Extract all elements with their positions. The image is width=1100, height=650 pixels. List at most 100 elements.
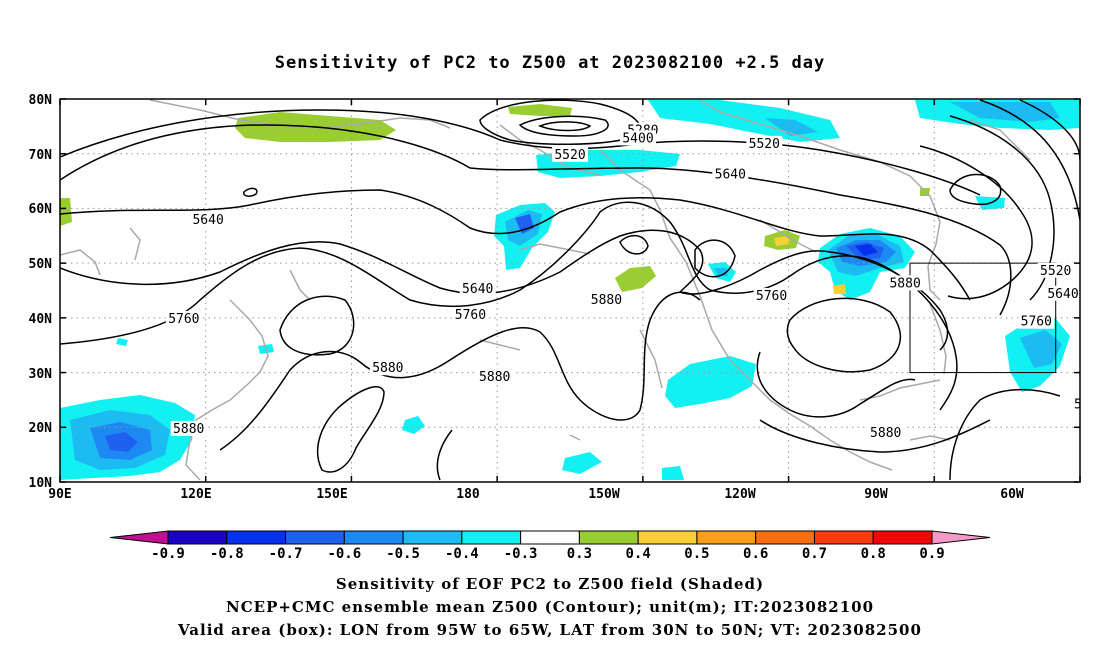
- colorbar-label: 0.8: [861, 546, 886, 562]
- latitude-axis: 80N 70N 60N 50N 40N 30N 20N 10N: [29, 93, 53, 491]
- colorbar-bin: [285, 530, 345, 545]
- contour-label-backdrop: [476, 368, 513, 384]
- colorbar-bin: [872, 530, 933, 545]
- colorbar-bin: [637, 530, 698, 545]
- contour-label-text: 5520: [554, 148, 585, 163]
- contour-label: 5640: [190, 211, 227, 228]
- shade-positive-region: [508, 104, 572, 116]
- colorbar-label: -0.6: [327, 546, 361, 562]
- contour-label-text: 5880: [479, 370, 510, 385]
- figure-caption: Sensitivity of EOF PC2 to Z500 field (Sh…: [177, 575, 922, 639]
- contour-label-backdrop: [1045, 285, 1080, 301]
- caption-line-3: Valid area (box): LON from 95W to 65W, L…: [177, 621, 922, 639]
- contour-label-text: 5880: [372, 361, 403, 376]
- shade-negative-region: [402, 416, 425, 434]
- contour-label-backdrop: [588, 291, 625, 307]
- lon-label-150w: 150W: [588, 487, 619, 502]
- shade-negative-region: [60, 198, 72, 226]
- contour-label: 5520: [552, 146, 588, 163]
- shade-negative-region: [765, 118, 818, 136]
- shade-positive-region: [615, 266, 656, 292]
- contour-label-backdrop: [1037, 262, 1074, 278]
- caption-line-2: NCEP+CMC ensemble mean Z500 (Contour); u…: [226, 598, 874, 616]
- shade-negative-region: [105, 432, 138, 452]
- contour-label: 5760: [1018, 313, 1055, 330]
- colorbar-bin: [696, 530, 757, 545]
- contour-label: 5880: [476, 368, 513, 385]
- colorbar-label: -0.3: [504, 546, 538, 562]
- colorbar-bin: [461, 530, 522, 545]
- lat-label-40n: 40N: [29, 312, 53, 327]
- colorbar-under-triangle: [109, 530, 169, 545]
- colorbar-bin: [402, 530, 463, 545]
- contour-label-text: 5520: [1040, 264, 1071, 279]
- contour-label-backdrop: [190, 211, 227, 227]
- contour-label: 5520: [1037, 262, 1074, 279]
- shade-negative-region: [950, 102, 1060, 122]
- shade-negative-region: [1020, 330, 1062, 368]
- shade-negative-region: [665, 356, 756, 408]
- colorbar-label: 0.4: [626, 546, 651, 562]
- caption-line-1: Sensitivity of EOF PC2 to Z500 field (Sh…: [336, 575, 764, 593]
- contour-label: 5880: [887, 275, 924, 291]
- lat-label-80n: 80N: [29, 93, 53, 108]
- colorbar-bin: [167, 530, 228, 545]
- contour-label-text: 5520: [749, 137, 780, 152]
- contour-label-backdrop: [165, 310, 202, 326]
- contour-label-backdrop: [746, 135, 783, 151]
- contour-label-backdrop: [552, 146, 588, 162]
- colorbar: -0.9 -0.8 -0.7 -0.6 -0.5 -0.4 -0.3 0.3 0.4 0.5 0.6…: [109, 530, 991, 562]
- contour-label-text: 5760: [1021, 315, 1052, 330]
- contour-label: 5400: [620, 130, 656, 146]
- colorbar-label: 0.7: [802, 546, 827, 562]
- contour-label-text: 5760: [756, 289, 787, 304]
- z500-contours: [60, 99, 1080, 481]
- contour-label: 5640: [712, 166, 749, 183]
- contour-label-backdrop: [170, 420, 207, 436]
- contour-label-backdrop: [887, 275, 924, 291]
- contour-label: 5640: [1045, 285, 1080, 302]
- contour-label-layer: 5280540055205520564056405640576057605760…: [165, 122, 1080, 441]
- contour-label-backdrop: [1071, 396, 1080, 412]
- shade-negative-region: [662, 466, 684, 480]
- lon-label-60w: 60W: [1000, 487, 1024, 502]
- lon-label-150e: 150E: [316, 487, 347, 502]
- contour-label-text: 5640: [462, 282, 493, 297]
- contour-label-backdrop: [1018, 313, 1055, 329]
- contour-label-text: 5640: [1047, 287, 1078, 302]
- longitude-axis: 90E 120E 150E 180 150W 120W 90W 60W: [48, 487, 1024, 502]
- colorbar-bin: [578, 530, 639, 545]
- colorbar-bin: [343, 530, 404, 545]
- contour-label: 5880: [1071, 396, 1080, 412]
- contour-label-text: 5880: [870, 426, 901, 441]
- lat-label-10n: 10N: [29, 476, 53, 491]
- contour-label: 5880: [369, 360, 406, 376]
- colorbar-label: 0.9: [919, 546, 944, 562]
- contour-label: 5760: [753, 287, 790, 304]
- contour-label: 5760: [165, 310, 202, 327]
- lon-label-90e: 90E: [48, 487, 71, 502]
- contour-label: 5880: [867, 424, 904, 441]
- tick-marks: [59, 98, 1081, 483]
- contour-label-backdrop: [369, 360, 406, 376]
- map-panel: 5280540055205520564056405640576057605760…: [29, 93, 1081, 502]
- contour-label: 5880: [170, 420, 207, 437]
- shade-negative-region: [116, 338, 128, 346]
- shade-positive-region: [833, 284, 846, 294]
- lon-label-120w: 120W: [724, 487, 755, 502]
- colorbar-label: -0.9: [151, 546, 185, 562]
- lon-label-180: 180: [456, 487, 480, 502]
- colorbar-label: 0.6: [743, 546, 768, 562]
- lat-label-50n: 50N: [29, 257, 53, 272]
- figure-title: Sensitivity of PC2 to Z500 at 2023082100…: [275, 53, 826, 73]
- contour-label-text: 5640: [192, 213, 223, 228]
- contour-label-text: 5880: [173, 422, 204, 437]
- contour-label-text: 5760: [168, 312, 199, 327]
- lat-label-20n: 20N: [29, 421, 53, 436]
- contour-label-text: 5880: [889, 276, 920, 291]
- colorbar-label: -0.5: [386, 546, 420, 562]
- contour-label-backdrop: [753, 287, 790, 303]
- colorbar-bin: [755, 530, 815, 545]
- contour-label-backdrop: [459, 280, 496, 296]
